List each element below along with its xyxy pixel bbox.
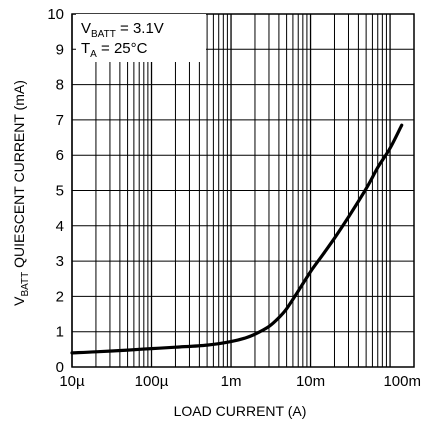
series-line: [70, 123, 404, 355]
y-tick-label: 5: [56, 183, 64, 200]
annotation-temperature: TA = 25°C: [81, 40, 148, 60]
y-tick-label: 10: [47, 6, 64, 23]
x-tick-label: 10m: [296, 373, 325, 390]
y-tick-label: 3: [56, 253, 64, 270]
annotation-vbatt: VBATT = 3.1V: [81, 20, 164, 40]
data-layer: [70, 123, 404, 355]
annotation-background: [76, 14, 206, 62]
x-tick-label: 100µ: [135, 373, 169, 390]
y-tick-label: 0: [56, 359, 64, 376]
x-tick-label: 10µ: [59, 373, 85, 390]
x-tick-label: 100m: [383, 373, 421, 390]
x-axis-title: LOAD CURRENT (A): [174, 403, 307, 419]
y-tick-label: 2: [56, 288, 64, 305]
tick-labels: 0 1 2 3 4 5 6 7 8 9 10 10µ 100µ 1m 10m 100m: [47, 6, 421, 390]
y-tick-label: 8: [56, 77, 64, 94]
y-axis-title: VBATT QUIESCENT CURRENT (mA): [11, 80, 31, 306]
plot-frame: [71, 13, 415, 368]
x-tick-label: 1m: [221, 373, 242, 390]
y-tick-label: 4: [56, 218, 64, 235]
conditions-annotation: VBATT = 3.1V TA = 25°C: [76, 14, 206, 62]
grid: [71, 13, 415, 368]
y-tick-label: 6: [56, 147, 64, 164]
y-tick-label: 1: [56, 324, 64, 341]
y-tick-label: 9: [56, 41, 64, 58]
y-tick-label: 7: [56, 112, 64, 129]
